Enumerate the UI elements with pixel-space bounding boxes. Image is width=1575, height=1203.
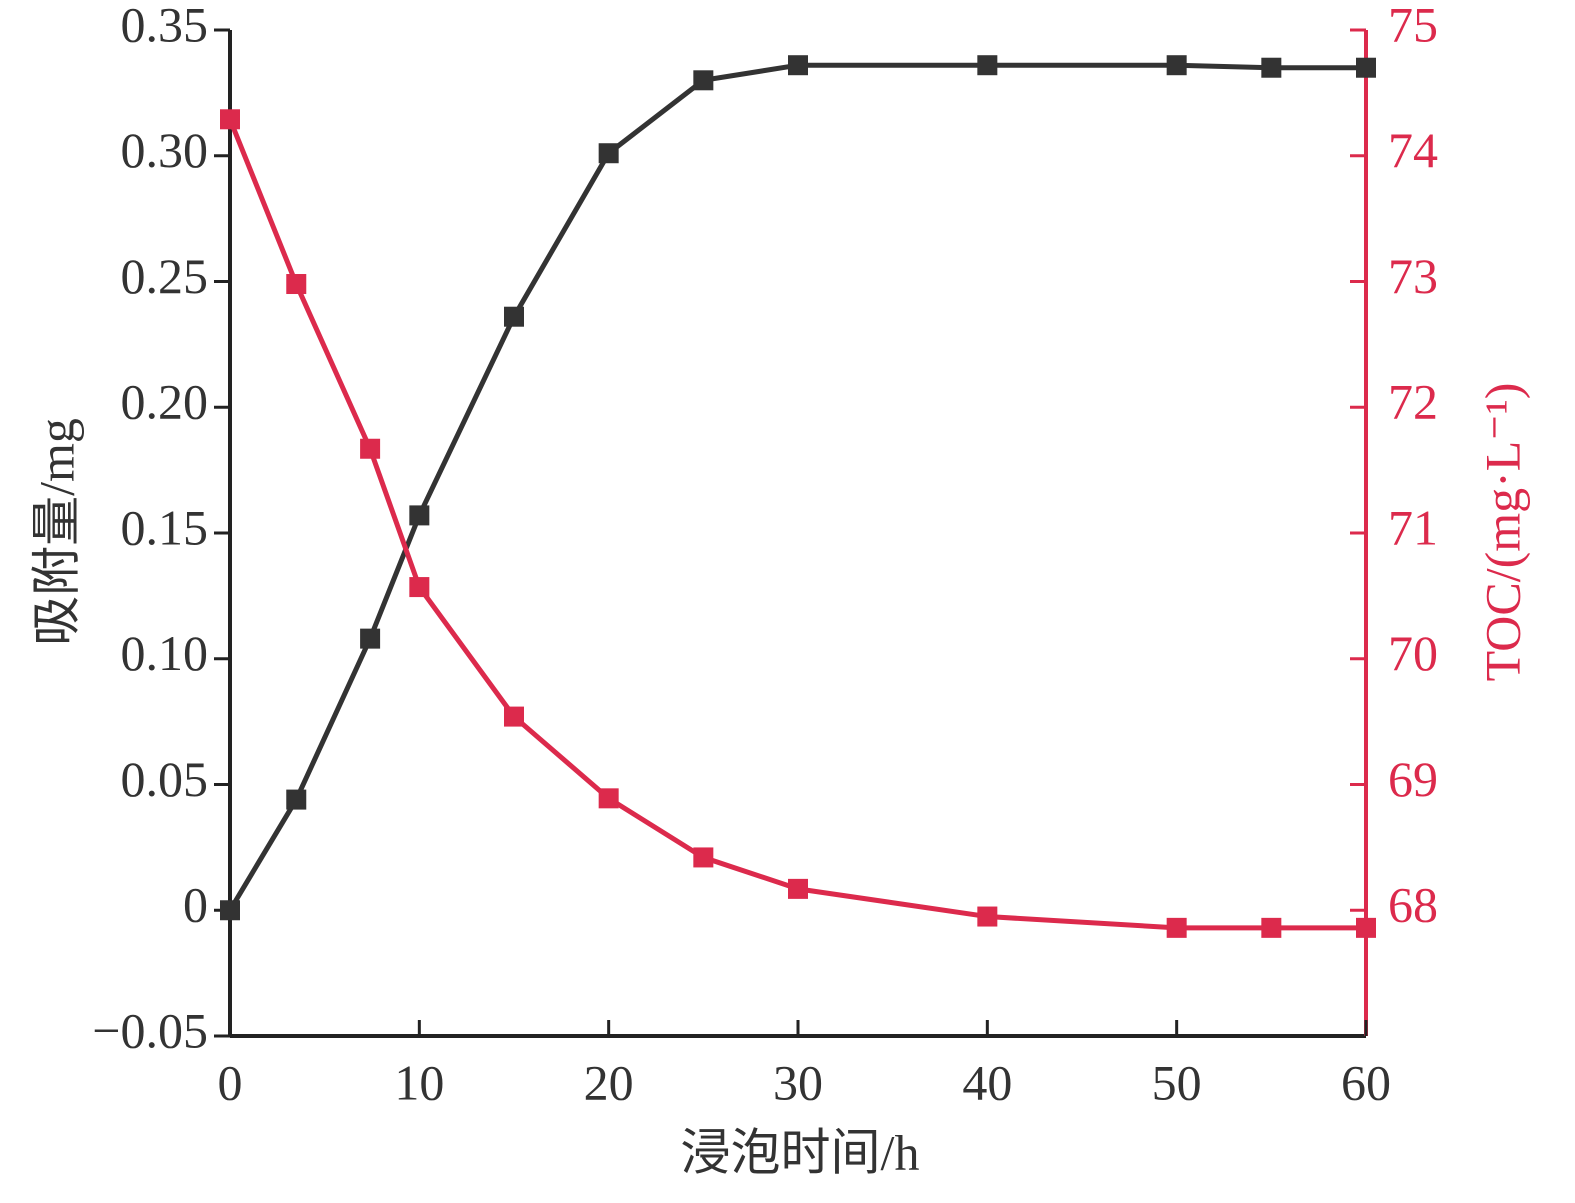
y2-tick-label: 75: [1388, 0, 1438, 52]
y2-tick-label: 72: [1388, 374, 1438, 430]
marker: [409, 577, 430, 598]
marker: [360, 628, 381, 649]
marker: [788, 878, 808, 899]
y-tick-label: 0.30: [121, 122, 209, 178]
x-tick-label: 40: [962, 1054, 1012, 1110]
marker: [409, 505, 430, 526]
marker: [1166, 917, 1187, 938]
x-tick-label: 50: [1152, 1054, 1202, 1110]
series-line: [227, 62, 1366, 912]
marker: [220, 900, 240, 921]
marker: [286, 789, 307, 810]
marker: [504, 306, 524, 327]
y2-tick-label: 68: [1388, 877, 1438, 933]
marker: [286, 274, 307, 295]
x-tick-label: 30: [773, 1054, 823, 1110]
y2-tick-label: 73: [1388, 248, 1438, 304]
marker: [693, 70, 714, 91]
y-axis-label: 吸附量/mg: [28, 418, 84, 646]
y-tick-label: 0.10: [121, 625, 209, 681]
marker: [220, 109, 240, 130]
y2-tick-label: 74: [1388, 122, 1438, 178]
marker: [598, 143, 619, 164]
x-tick-label: 0: [218, 1054, 243, 1110]
y-tick-label: 0: [183, 877, 208, 933]
marker: [598, 788, 619, 809]
marker: [360, 438, 381, 459]
y2-tick-label: 71: [1388, 499, 1438, 555]
y2-tick-label: 69: [1388, 751, 1438, 807]
x-tick-label: 60: [1341, 1054, 1391, 1110]
marker: [977, 55, 998, 76]
y-tick-label: 0.15: [121, 499, 209, 555]
marker: [1356, 917, 1376, 938]
marker: [977, 906, 998, 927]
y2-tick-label: 70: [1388, 625, 1438, 681]
y-tick-label: −0.05: [92, 1002, 208, 1058]
y-tick-label: 0.25: [121, 248, 209, 304]
x-tick-label: 10: [394, 1054, 444, 1110]
y-tick-label: 0.20: [121, 374, 209, 430]
marker: [1166, 55, 1187, 76]
marker: [504, 706, 524, 727]
x-tick-label: 20: [584, 1054, 634, 1110]
marker: [1261, 917, 1282, 938]
y2-axis-label: TOC/(mg·L⁻¹): [1474, 383, 1530, 682]
y-tick-label: 0.05: [121, 751, 209, 807]
marker: [693, 847, 714, 868]
y-tick-label: 0.35: [121, 0, 209, 52]
marker: [1356, 57, 1376, 78]
series-line: [227, 118, 1366, 931]
x-axis-label: 浸泡时间/h: [681, 1124, 920, 1180]
marker: [788, 55, 808, 76]
marker: [1261, 57, 1282, 78]
